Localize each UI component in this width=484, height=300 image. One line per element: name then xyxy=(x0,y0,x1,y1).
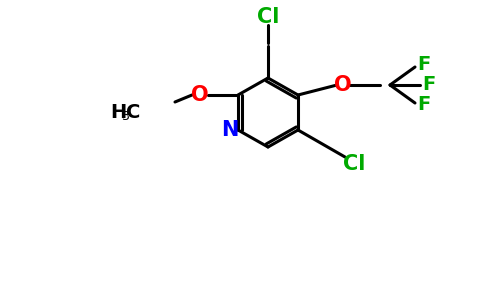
Text: N: N xyxy=(221,120,239,140)
Text: 3: 3 xyxy=(121,110,129,124)
Text: F: F xyxy=(417,56,431,74)
Text: F: F xyxy=(417,95,431,115)
Text: Cl: Cl xyxy=(343,154,365,174)
Text: O: O xyxy=(191,85,209,105)
Text: F: F xyxy=(423,76,436,94)
Text: H: H xyxy=(110,103,126,122)
Text: Cl: Cl xyxy=(257,7,279,27)
Text: O: O xyxy=(334,75,352,95)
Text: C: C xyxy=(126,103,140,122)
